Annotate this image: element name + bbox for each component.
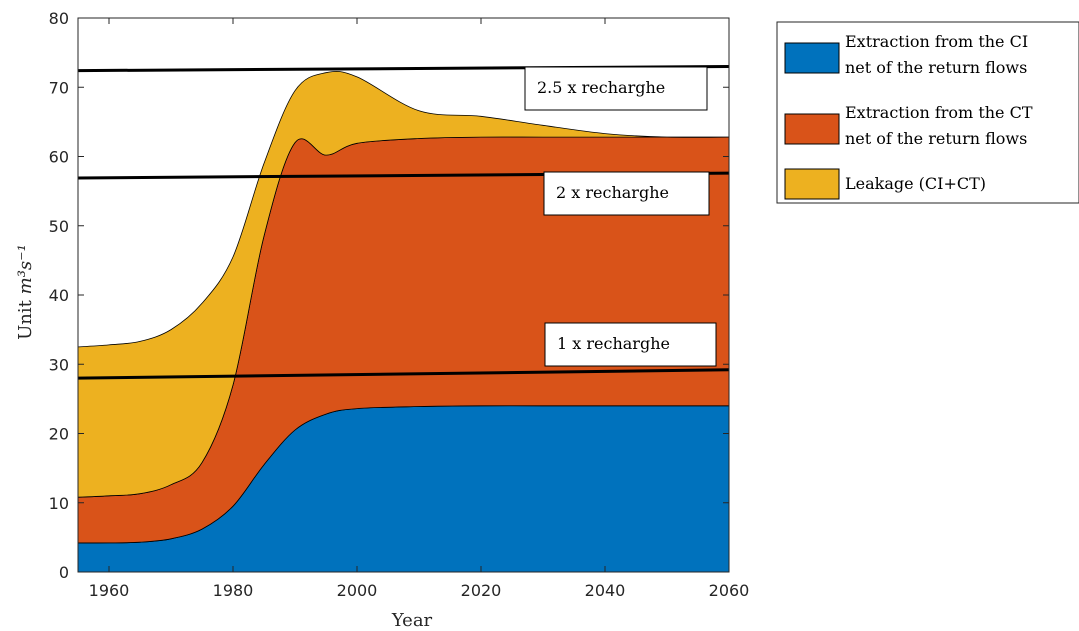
- x-tick-label: 2020: [461, 581, 502, 600]
- axes: 1960 1980 2000 2020 2040 2060 0 10 20 30 40 50 60 70 8…: [49, 9, 750, 600]
- y-axis-title-unit: m³s⁻¹: [15, 244, 36, 294]
- y-tick-label: 40: [49, 286, 69, 305]
- y-axis-title-prefix: Unit: [15, 294, 36, 339]
- y-tick-label: 70: [49, 78, 69, 97]
- legend-label-1-line-1: Extraction from the CI: [845, 32, 1028, 51]
- x-tick-label: 2000: [337, 581, 378, 600]
- reference-line-1: [77, 368, 730, 380]
- legend-swatch-2: [784, 113, 840, 145]
- legend-swatch-1: [784, 42, 840, 74]
- reference-label-box-2: [543, 171, 710, 216]
- reference-label-box-1: [544, 322, 717, 367]
- legend: Extraction from the CI net of the return …: [776, 21, 1079, 204]
- y-tick-label: 30: [49, 355, 69, 374]
- y-tick-label: 20: [49, 425, 69, 444]
- y-axis-title: Unit m³s⁻¹: [15, 244, 36, 340]
- reference-label-3: 2.5 x recharghe: [537, 78, 665, 97]
- reference-label-1: 1 x recharghe: [557, 334, 670, 353]
- reference-label-2: 2 x recharghe: [556, 183, 669, 202]
- y-tick-label: 0: [59, 563, 69, 582]
- legend-label-2-line-2: net of the return flows: [845, 129, 1027, 148]
- x-tick-label: 2040: [585, 581, 626, 600]
- area-series-3: [77, 70, 730, 498]
- x-tick-label: 1960: [89, 581, 130, 600]
- y-tick-label: 80: [49, 9, 69, 28]
- legend-label-3-line-1: Leakage (CI+CT): [845, 174, 986, 193]
- x-axis-title: Year: [391, 610, 433, 631]
- legend-label-1-line-2: net of the return flows: [845, 58, 1027, 77]
- x-tick-label: 1980: [213, 581, 254, 600]
- legend-label-2-line-1: Extraction from the CT: [845, 103, 1033, 122]
- y-tick-label: 50: [49, 217, 69, 236]
- reference-line-labels: 1 x recharghe 2 x recharghe 2.5 x rechargh…: [524, 66, 717, 367]
- legend-swatch-3: [784, 168, 840, 200]
- y-tick-label: 10: [49, 494, 69, 513]
- y-tick-label: 60: [49, 148, 69, 167]
- x-tick-label: 2060: [709, 581, 750, 600]
- reference-label-box-3: [524, 66, 708, 111]
